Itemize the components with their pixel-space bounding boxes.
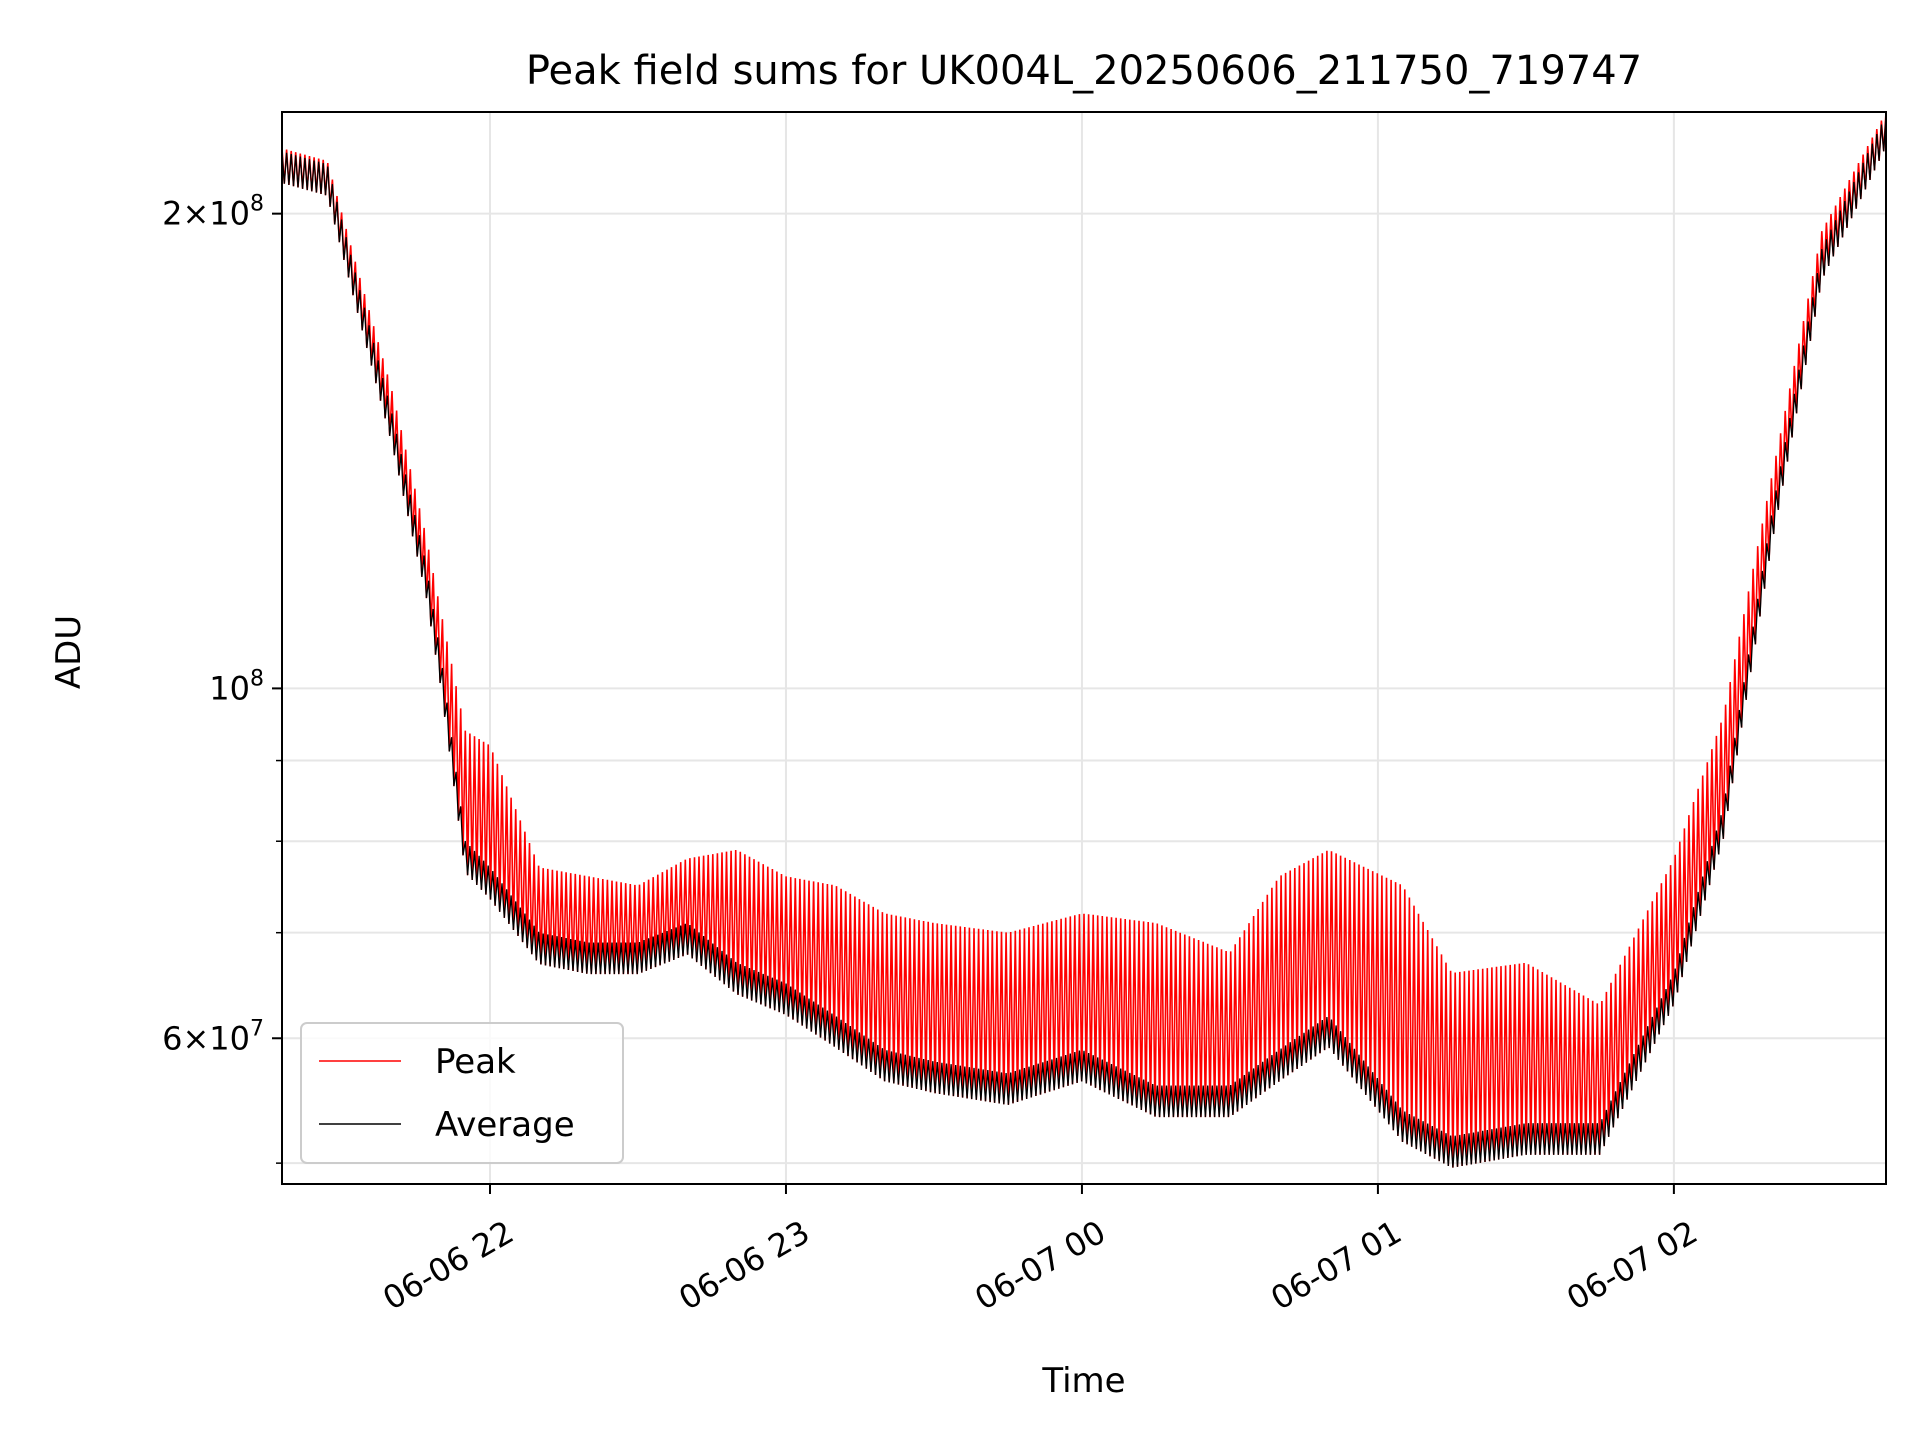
plot-frame: [281, 111, 1887, 1185]
y-axis-label: ADU: [49, 615, 89, 689]
legend-label-average: Average: [435, 1105, 575, 1145]
x-axis-label: Time: [1041, 1361, 1125, 1401]
legend-box: [300, 1022, 624, 1164]
chart-title: Peak field sums for UK004L_20250606_2117…: [526, 48, 1642, 94]
series-lines: [281, 111, 1887, 1168]
y-tick-label: 6×107: [162, 1016, 264, 1057]
grid: [282, 112, 1886, 1184]
series-peak-line: [281, 111, 1887, 1168]
legend: Peak Average: [300, 1022, 624, 1164]
y-tick-label: 2×108: [162, 192, 264, 233]
legend-label-peak: Peak: [435, 1042, 516, 1082]
series-average-line: [281, 114, 1887, 1168]
